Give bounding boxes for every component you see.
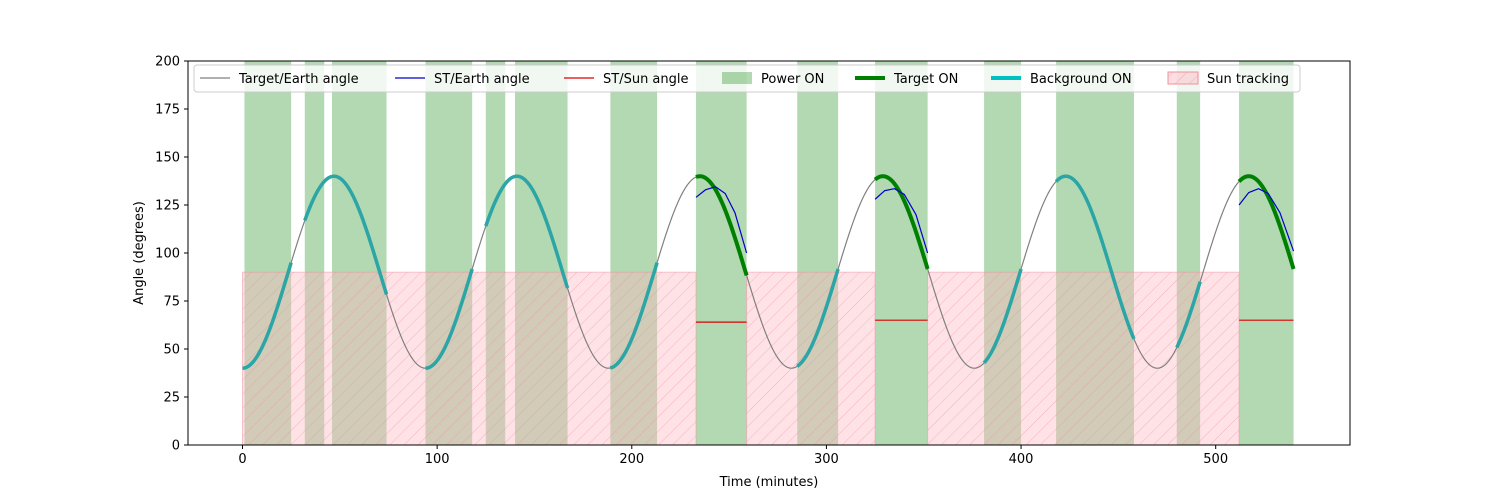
y-tick-label: 150 [155, 151, 180, 166]
sun-tracking-hatch [746, 272, 876, 445]
st-earth-angle-line [695, 186, 748, 254]
background-on-segment [303, 174, 389, 295]
background-on-segment [982, 268, 1023, 365]
legend: Target/Earth angle ST/Earth angle ST/Sun a… [193, 64, 1301, 93]
background-on-segment [1175, 281, 1202, 349]
legend-box [193, 64, 1301, 93]
power-on-span [875, 61, 928, 445]
y-axis-label: Angle (degrees) [132, 201, 147, 305]
background-on-segment [242, 262, 293, 370]
legend-label: Sun tracking [1207, 72, 1289, 87]
x-tick-label: 200 [619, 452, 644, 467]
background-on-segment [609, 262, 659, 370]
x-tick-label: 300 [814, 452, 839, 467]
legend-swatch [722, 72, 752, 84]
legend-label: Target ON [893, 72, 958, 87]
legend-label: Background ON [1030, 72, 1132, 87]
y-tick-label: 75 [163, 295, 180, 310]
y-tick-label: 25 [163, 391, 180, 406]
angle-lines [242, 174, 1296, 370]
sun-tracking-hatch [242, 272, 697, 445]
x-tick-label: 400 [1009, 452, 1034, 467]
x-tick-label: 0 [238, 452, 246, 467]
power-on-span [1239, 61, 1294, 445]
x-axis-label: Time (minutes) [719, 475, 819, 490]
legend-label: Target/Earth angle [238, 72, 359, 87]
y-tick-label: 125 [155, 199, 180, 214]
legend-label: Power ON [761, 72, 824, 87]
target-on-segment [695, 174, 749, 276]
power-on-spans [244, 61, 1294, 445]
sun-tracking-hatch [927, 272, 1240, 445]
y-tick-label: 50 [163, 343, 180, 358]
background-on-segment [796, 268, 840, 368]
x-tick-label: 500 [1203, 452, 1228, 467]
y-tick-label: 0 [172, 439, 180, 454]
background-on-segment [484, 174, 570, 289]
x-tick-label: 100 [425, 452, 450, 467]
legend-swatch-hatch [1168, 72, 1198, 84]
y-tick-label: 200 [155, 55, 180, 70]
target-on-segment [873, 174, 930, 270]
axes: 0 100 200 300 400 500 0 25 50 75 100 125 150 175 200 [155, 55, 1228, 468]
background-on-segment [425, 268, 474, 370]
background-on-segment [1054, 174, 1136, 340]
legend-label: ST/Sun angle [603, 72, 689, 87]
st-earth-angle-line [874, 188, 929, 254]
legend-label: ST/Earth angle [434, 72, 530, 87]
y-tick-label: 175 [155, 103, 180, 118]
st-earth-angle-line [1238, 188, 1295, 252]
y-tick-label: 100 [155, 247, 180, 262]
